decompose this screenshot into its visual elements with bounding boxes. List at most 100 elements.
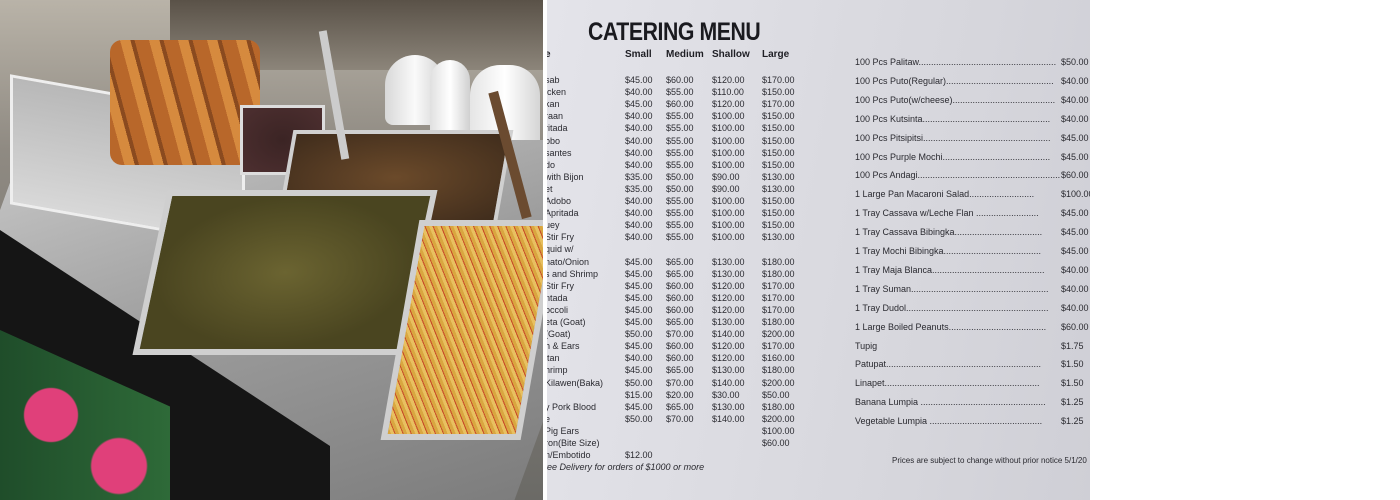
dish-name: hrimp [547,365,568,376]
price-cell: $100.00 [712,220,745,231]
price-cell: $45.00 [625,256,653,267]
price-cell: $30.00 [712,389,740,400]
list-item: Vegetable Lumpia .......................… [855,416,1090,428]
column-header-shallow: Shallow [712,49,750,60]
price-cell: $170.00 [762,75,795,85]
price-cell: $60.00 [762,438,790,448]
list-item: 1 Tray Dudol............................… [855,303,1090,315]
price-cell: $90.00 [712,171,740,182]
item-price: $50.00 [1061,57,1089,67]
delivery-note: ree Delivery for orders of $1000 or more [547,462,705,472]
price-cell: $100.00 [712,208,745,219]
menu-title: CATERING MENU [588,18,761,46]
price-cell: $15.00 [625,389,653,400]
price-cell: $70.00 [666,413,694,424]
item-name: 100 Pcs Andagi..........................… [855,170,1061,181]
item-price: $40.00 [1061,113,1089,124]
item-name: 1 Tray Cassava Bibingka.................… [855,227,1043,238]
item-price: $100.00 [1061,189,1090,200]
dish-name: Adobo [547,196,572,206]
column-header-small: Small [625,49,652,60]
dish-name: Pig Ears [547,425,580,436]
price-cell: $120.00 [712,353,745,364]
item-name: 100 Pcs Kutsinta........................… [855,113,1051,124]
item-name: 100 Pcs Purple Mochi....................… [855,151,1051,162]
price-cell: $60.00 [666,99,694,110]
column-header-large: Large [762,49,790,60]
price-cell: $150.00 [762,208,795,219]
price-cell: $40.00 [625,123,653,134]
price-cell: $120.00 [712,304,745,315]
price-cell: $40.00 [625,220,653,231]
price-cell: $200.00 [762,377,795,388]
price-cell: $130.00 [712,268,745,279]
item-price: $40.00 [1061,75,1089,86]
list-item: 1 Large Boiled Peanuts..................… [855,322,1090,334]
list-item: 1 Large Pan Macaroni Salad..............… [855,189,1090,201]
price-cell: $100.00 [712,232,745,243]
price-cell: $35.00 [625,183,653,194]
price-cell: $50.00 [625,329,653,340]
price-cell: $120.00 [712,280,745,291]
price-cell: $65.00 [666,317,694,327]
item-price: $60.00 [1061,170,1089,181]
item-name: 1 Tray Mochi Bibingka...................… [855,246,1042,256]
list-item: Patupat.................................… [855,359,1090,371]
price-cell: $65.00 [666,256,694,267]
item-price: $45.00 [1061,208,1089,219]
price-cell: $140.00 [712,329,745,340]
list-item: 1 Tray Cassava Bibingka.................… [855,227,1090,239]
price-cell: $40.00 [625,87,653,98]
price-cell: $45.00 [625,365,653,376]
food-buffet-photo [0,0,543,500]
price-cell: $130.00 [712,256,745,267]
price-cell: $45.00 [625,317,653,327]
price-cell: $45.00 [625,75,653,85]
item-name: 100 Pcs Puto(w/cheese)..................… [855,94,1056,105]
item-price: $45.00 [1061,132,1089,143]
list-item: 1 Tray Mochi Bibingka...................… [855,246,1090,258]
dish-name: Stir Fry [547,232,574,243]
price-cell: $150.00 [762,111,795,122]
item-price: $1.25 [1061,397,1084,408]
price-cell: $40.00 [625,159,653,170]
price-cell: $65.00 [666,365,694,376]
price-cell: $100.00 [712,123,745,134]
dish-name: uey [547,220,560,231]
item-name: 100 Pcs Pitsipitsi......................… [855,132,1051,143]
price-cell: $100.00 [762,425,795,436]
list-item: 100 Pcs Palitaw.........................… [855,57,1090,69]
item-name: 100 Pcs Puto(Regular)...................… [855,75,1054,86]
price-cell: $170.00 [762,280,795,291]
price-cell: $50.00 [666,183,694,194]
dish-name: s and Shrimp [547,268,599,279]
price-cell: $40.00 [625,135,653,146]
item-price: $45.00 [1061,246,1089,256]
list-item: 100 Pcs Andagi..........................… [855,170,1090,182]
price-cell: $100.00 [712,135,745,146]
item-price: $1.75 [1061,340,1084,351]
dish-name: sab [547,75,560,85]
price-cell: $12.00 [625,450,653,461]
price-notice: Prices are subject to change without pri… [892,456,1087,465]
price-cell: $100.00 [712,147,745,158]
price-cell: $55.00 [666,208,694,219]
dish-name: Stir Fry [547,280,574,291]
item-price: $40.00 [1061,302,1089,313]
item-name: 1 Large Boiled Peanuts..................… [855,321,1047,332]
price-cell: $55.00 [666,135,694,146]
dish-name: do [547,159,556,170]
price-cell: $45.00 [625,401,653,412]
price-cell: $150.00 [762,220,795,231]
list-item: Tupig $1.75 [855,341,1090,353]
item-name: Linapet.................................… [855,378,1040,389]
price-cell: $45.00 [625,341,653,352]
price-cell: $70.00 [666,329,694,340]
price-cell: $60.00 [666,341,694,352]
price-cell: $55.00 [666,196,694,206]
list-item: 100 Pcs Kutsinta........................… [855,114,1090,126]
price-cell: $100.00 [712,159,745,170]
dish-name: y Pork Blood [547,401,597,412]
price-cell: $45.00 [625,99,653,110]
list-item: 100 Pcs Pitsipitsi......................… [855,133,1090,145]
